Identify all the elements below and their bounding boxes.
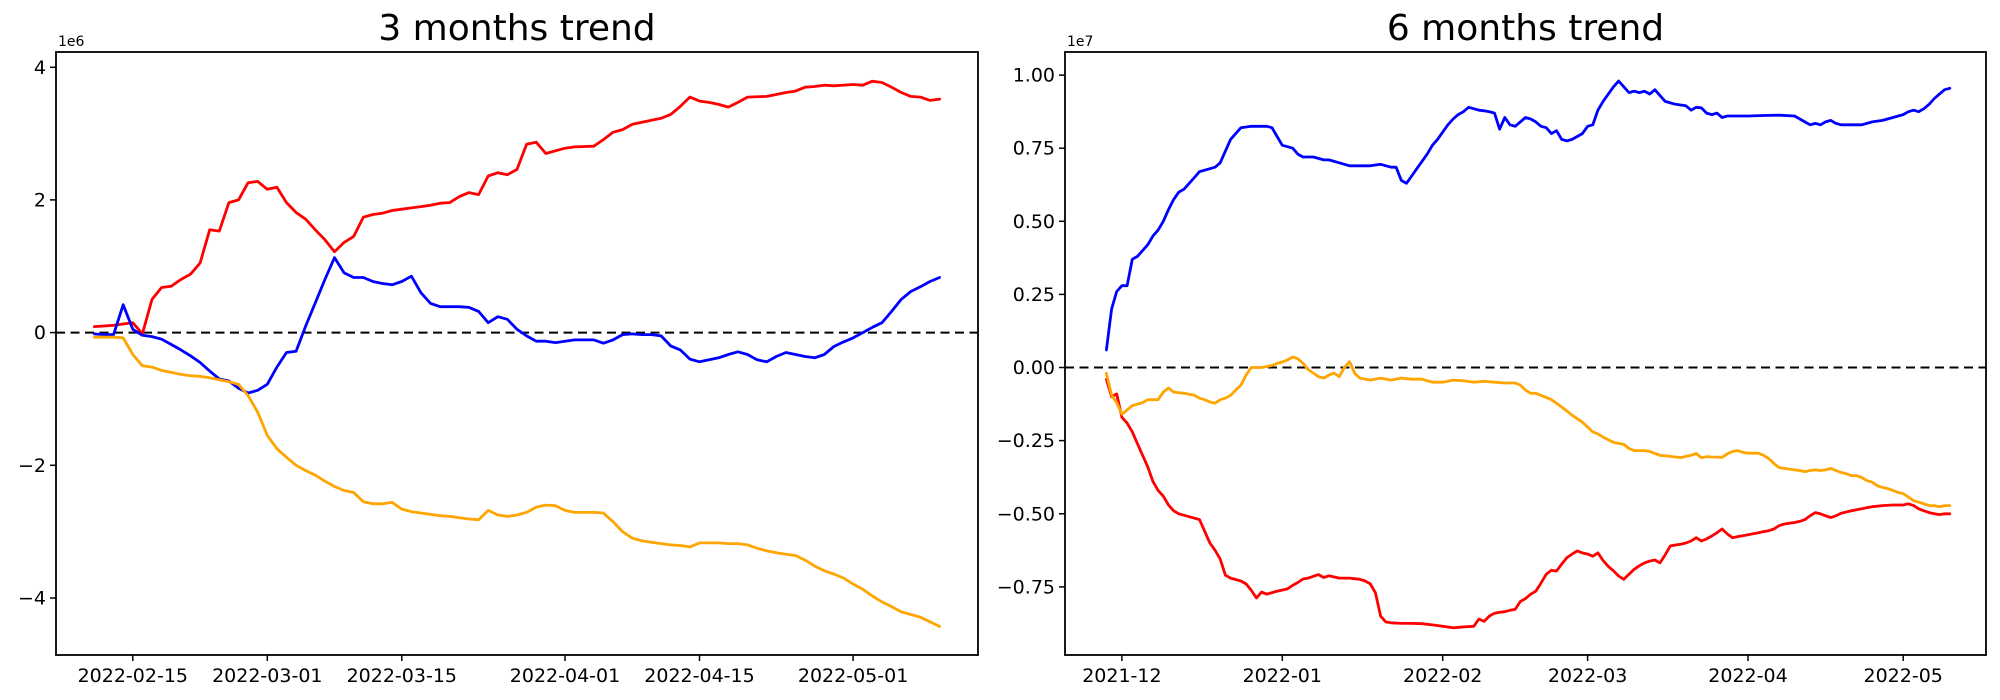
chart-panel-6-months: 6 months trend 1e7 2021-12 2022-01 2022-02 20… [997, 8, 1987, 687]
x-tick-label: 2022-03 [1548, 665, 1627, 687]
y-tick-label: 0.50 [1013, 211, 1055, 233]
series-line-blue [93, 256, 941, 395]
y-tick-label: 0.75 [1013, 138, 1055, 160]
y-tick-label: −4 [18, 588, 46, 610]
series-line-red [93, 79, 941, 336]
axis-offset-label: 1e7 [1067, 34, 1093, 50]
x-tick-label: 2022-04-01 [510, 665, 620, 687]
x-tick-label: 2022-02-15 [78, 665, 188, 687]
y-tick-label: 0.25 [1013, 284, 1055, 306]
y-tick-label: 2 [34, 189, 46, 211]
series-line-orange [93, 335, 941, 628]
axes-frame [55, 51, 979, 656]
x-tick-label: 2022-03-15 [347, 665, 457, 687]
x-tick-label: 2022-03-01 [212, 665, 322, 687]
x-tick-label: 2022-01 [1243, 665, 1322, 687]
y-tick-label: −0.25 [997, 430, 1055, 452]
y-tick-label: 0.00 [1013, 357, 1055, 379]
x-tick-label: 2022-04-15 [644, 665, 754, 687]
y-tick-label: −0.50 [997, 503, 1055, 525]
series-line-blue [1105, 79, 1952, 352]
x-tick-label: 2022-05-01 [798, 665, 908, 687]
y-tick-label: 0 [34, 322, 46, 344]
axis-offset-label: 1e6 [58, 34, 85, 50]
chart-title: 3 months trend [378, 8, 655, 49]
y-tick-label: 4 [34, 57, 46, 79]
y-tick-label: −2 [18, 455, 46, 477]
axes-frame [1064, 51, 1987, 656]
series-line-orange [1105, 355, 1952, 509]
y-tick-label: −0.75 [997, 576, 1055, 598]
x-tick-label: 2022-05 [1864, 665, 1943, 687]
x-tick-label: 2021-12 [1082, 665, 1161, 687]
chart-title: 6 months trend [1387, 8, 1664, 49]
series-line-red [1105, 377, 1952, 630]
x-tick-label: 2022-02 [1403, 665, 1482, 687]
y-tick-label: 1.00 [1013, 65, 1055, 87]
x-tick-label: 2022-04 [1708, 665, 1787, 687]
